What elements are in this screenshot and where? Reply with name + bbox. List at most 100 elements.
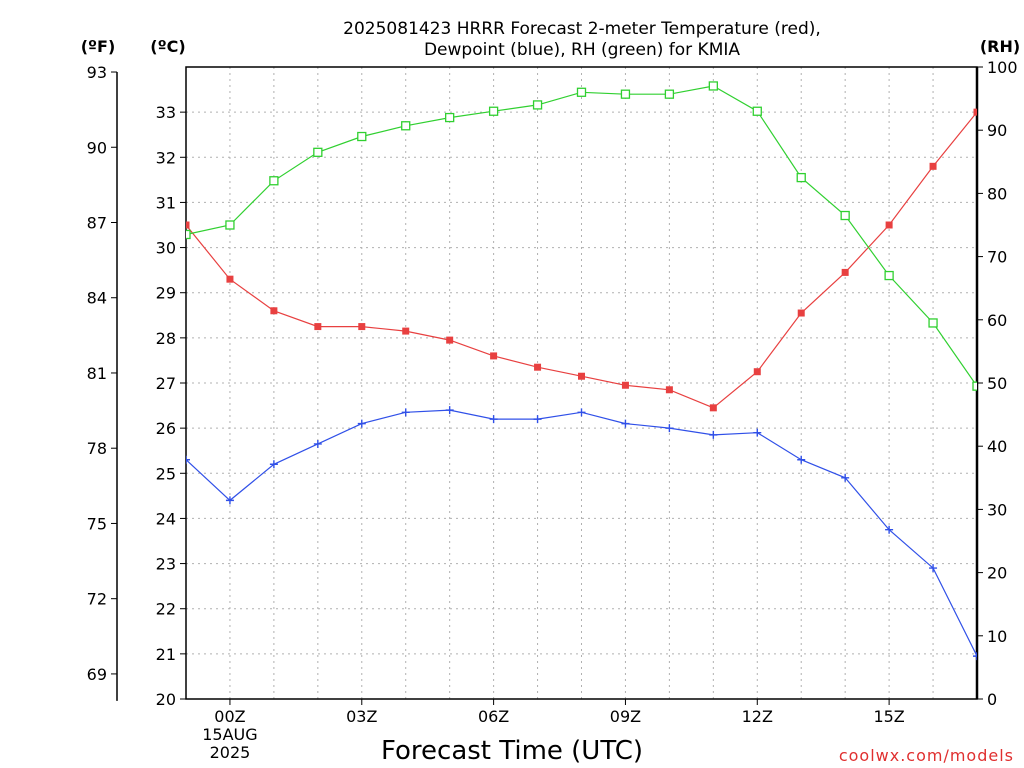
fahrenheit-tick-label: 69 <box>87 665 107 684</box>
dewpoint-point <box>797 455 806 464</box>
rh-tick-label: 60 <box>987 311 1007 330</box>
rh-point <box>445 112 455 123</box>
rh-point <box>928 318 938 328</box>
dewpoint-point <box>533 415 542 424</box>
celsius-tick-label: 21 <box>156 645 176 664</box>
fahrenheit-tick-label: 81 <box>87 364 107 383</box>
celsius-tick-label: 23 <box>156 555 176 574</box>
celsius-tick-label: 24 <box>156 509 176 528</box>
celsius-tick-label: 32 <box>156 148 176 167</box>
dewpoint-point <box>225 496 234 505</box>
rh-tick-label: 20 <box>987 564 1007 583</box>
dewpoint-point <box>665 424 674 433</box>
fahrenheit-tick-label: 75 <box>87 514 107 533</box>
credit-text: coolwx.com/models <box>839 746 1014 765</box>
temperature-point <box>797 309 805 317</box>
rh-tick-label: 0 <box>987 690 997 709</box>
temperature-point <box>446 336 454 344</box>
series-temperature <box>186 108 977 412</box>
celsius-tick-label: 22 <box>156 600 176 619</box>
rh-tick-label: 90 <box>987 121 1007 140</box>
x-tick-label: 12Z <box>742 707 773 726</box>
rh-point <box>186 229 191 240</box>
dewpoint-point <box>269 460 278 469</box>
fahrenheit-tick-label: 87 <box>87 213 107 232</box>
dewpoint-point <box>313 439 322 448</box>
temperature-point <box>402 327 410 335</box>
chart-title-line2: Dewpoint (blue), RH (green) for KMIA <box>424 40 740 60</box>
celsius-tick-label: 31 <box>156 193 176 212</box>
grid-lines <box>186 67 977 699</box>
x-tick-label: 06Z <box>478 707 509 726</box>
rh-point <box>313 147 323 157</box>
x-tick-label: 03Z <box>346 707 377 726</box>
rh-point <box>708 81 718 91</box>
temperature-point <box>621 381 629 389</box>
x-tick-label: 00Z <box>214 707 245 726</box>
fahrenheit-tick-label: 90 <box>87 138 107 157</box>
rh-point <box>269 176 279 186</box>
x-tick-label: 09Z <box>610 707 641 726</box>
rh-point <box>532 100 543 110</box>
celsius-tick-label: 30 <box>156 239 176 258</box>
temperature-point <box>186 221 190 229</box>
rh-point <box>401 121 411 131</box>
fahrenheit-tick-label: 78 <box>87 439 107 458</box>
fahrenheit-tick-label: 72 <box>87 590 107 609</box>
x-tick-sublabel-year: 2025 <box>210 743 251 762</box>
temperature-point <box>270 307 278 315</box>
chart-title-line1: 2025081423 HRRR Forecast 2-meter Tempera… <box>343 19 821 39</box>
temperature-point <box>490 352 498 360</box>
rh-point <box>225 220 235 230</box>
dewpoint-point <box>753 428 762 437</box>
rh-tick-label: 50 <box>987 374 1007 393</box>
temperature-point <box>929 162 937 170</box>
fahrenheit-tick-label: 84 <box>87 289 107 308</box>
dewpoint-point <box>577 408 586 417</box>
temperature-point <box>841 268 849 276</box>
rh-point <box>664 89 675 99</box>
dewpoint-point <box>357 419 366 428</box>
celsius-tick-label: 33 <box>156 103 176 122</box>
rh-tick-label: 30 <box>987 500 1007 519</box>
series-dewpoint <box>186 406 977 661</box>
rh-point <box>752 106 762 116</box>
rh-point <box>620 89 631 99</box>
fahrenheit-unit-label: (ºF) <box>81 37 116 56</box>
rh-point <box>357 131 367 142</box>
temperature-point <box>753 368 761 376</box>
dewpoint-point <box>973 652 977 661</box>
dewpoint-point <box>929 564 938 573</box>
rh-tick-label: 100 <box>987 58 1018 77</box>
temperature-point <box>226 275 234 283</box>
rh-tick-label: 70 <box>987 248 1007 267</box>
temperature-point <box>885 221 893 229</box>
dewpoint-point <box>445 406 454 415</box>
celsius-tick-label: 27 <box>156 374 176 393</box>
celsius-tick-label: 29 <box>156 284 176 303</box>
x-axis-label: Forecast Time (UTC) <box>381 736 643 766</box>
celsius-tick-label: 26 <box>156 419 176 438</box>
rh-point <box>884 270 894 281</box>
temperature-point <box>665 386 673 394</box>
dewpoint-point <box>489 415 498 424</box>
series-rh <box>186 81 977 391</box>
x-tick-sublabel-date: 15AUG <box>202 725 257 744</box>
dewpoint-point <box>841 473 850 482</box>
rh-tick-label: 40 <box>987 437 1007 456</box>
celsius-tick-label: 28 <box>156 329 176 348</box>
temperature-point <box>358 323 366 331</box>
temperature-point <box>578 372 585 380</box>
dewpoint-point <box>709 430 718 439</box>
temperature-point <box>314 323 322 331</box>
rh-point <box>576 87 587 97</box>
dewpoint-point <box>401 408 410 417</box>
dewpoint-point <box>885 525 894 534</box>
celsius-unit-label: (ºC) <box>150 37 185 56</box>
rh-unit-label: (RH) <box>980 37 1020 56</box>
celsius-tick-label: 25 <box>156 464 176 483</box>
rh-point <box>488 106 499 116</box>
celsius-tick-label: 20 <box>156 690 176 709</box>
dewpoint-point <box>186 455 190 464</box>
